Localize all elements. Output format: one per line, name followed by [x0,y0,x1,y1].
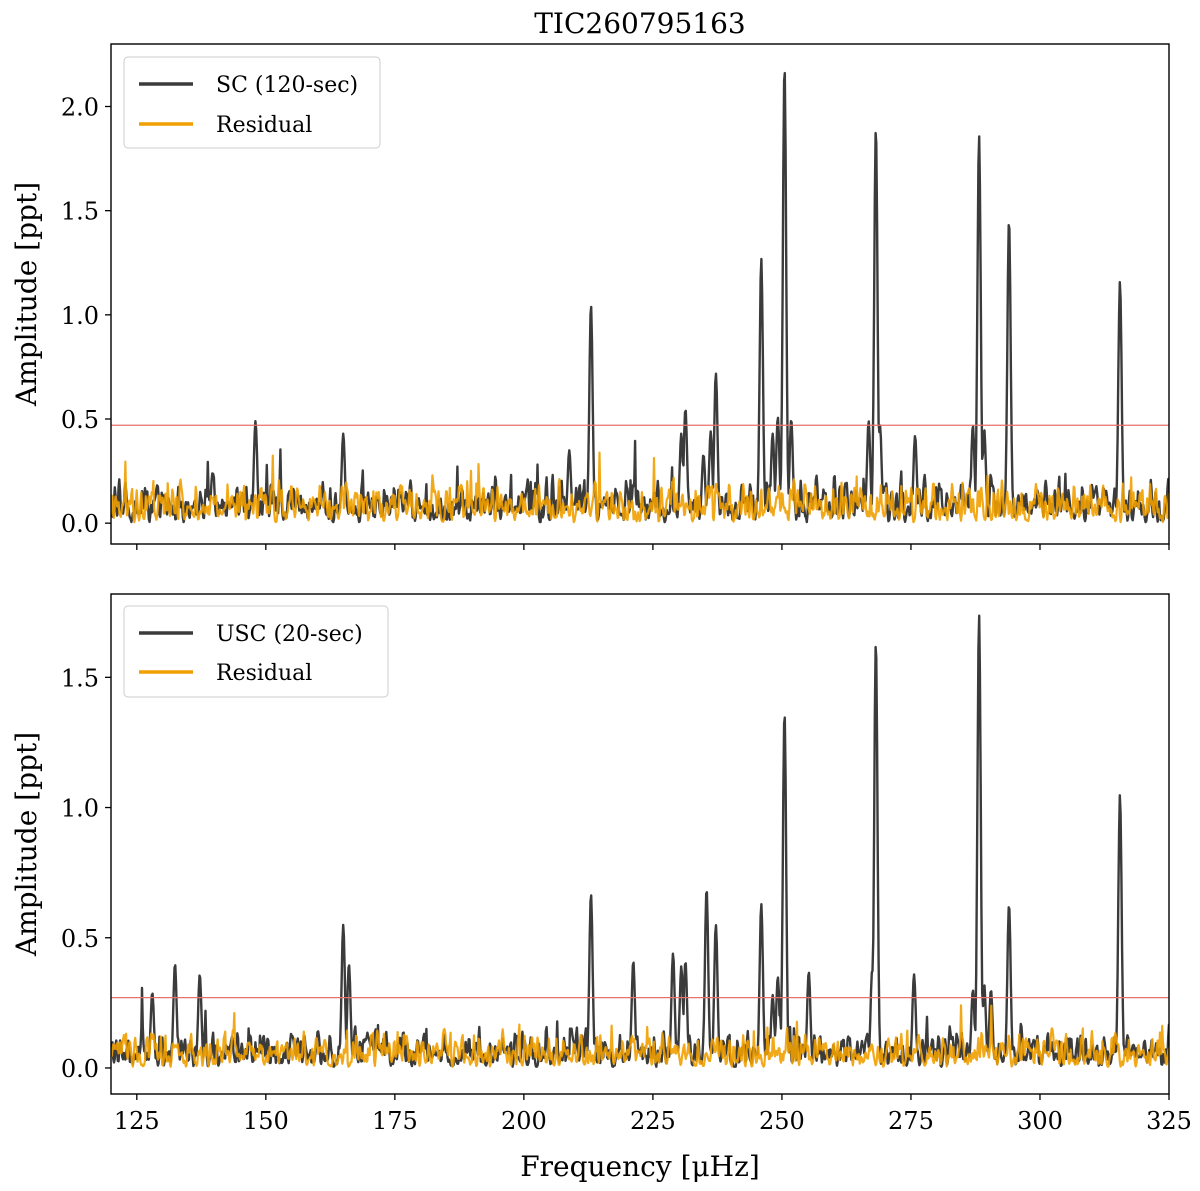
ylabel-sc: Amplitude [ppt] [10,182,43,407]
axes-frame-sc [110,43,1170,545]
ytick-label-sc-1.5: 1.5 [61,198,99,226]
ytick-label-usc-0: 0.0 [61,1055,99,1083]
xtick-label-usc-275: 275 [888,1107,934,1135]
series-line-usc-residual [111,1004,1169,1068]
legend-label-usc-residual: Residual [216,661,312,686]
legend-sc: SC (120-sec) Residual [123,56,381,149]
xtick-label-usc-175: 175 [372,1107,418,1135]
xtick-label-usc-325: 325 [1146,1107,1192,1135]
ytick-label-sc-1: 1.0 [61,302,99,330]
ytick-label-usc-0.5: 0.5 [61,925,99,953]
legend-label-sc-residual: Residual [216,113,312,138]
panel-sc: 0.0 0.5 1.0 1.5 2.0 Amplitude [ppt] SC (120-… [10,43,1170,550]
legend-box-usc [123,605,389,698]
ytick-label-sc-0: 0.0 [61,510,99,538]
series-line-sc-residual [111,451,1169,524]
ticks-sc: 0.0 0.5 1.0 1.5 2.0 [61,94,1170,550]
figure-title: TIC260795163 [534,7,746,40]
panel-usc: 125 150 175 200 225 250 275 300 3250.00.51.01.5 … [10,593,1192,1135]
xtick-label-usc-225: 225 [630,1107,676,1135]
legend-label-usc-data: USC (20-sec) [216,622,363,647]
legend-usc: USC (20-sec) Residual [123,605,389,698]
xtick-label-usc-300: 300 [1017,1107,1063,1135]
plot-area-usc [111,614,1169,1068]
ytick-label-usc-1: 1.0 [61,795,99,823]
ytick-label-sc-0.5: 0.5 [61,406,99,434]
xtick-label-usc-250: 250 [759,1107,805,1135]
ticks-usc: 125 150 175 200 225 250 275 300 325 0.0 0.5 1.0 1.5 [61,664,1192,1135]
plot-area-sc [111,71,1169,524]
legend-label-sc-data: SC (120-sec) [216,73,358,98]
ytick-label-usc-1.5: 1.5 [61,664,99,692]
ylabel-usc: Amplitude [ppt] [10,732,43,957]
xtick-label-usc-150: 150 [243,1107,289,1135]
axes-frame-usc [110,593,1170,1095]
xtick-label-usc-200: 200 [501,1107,547,1135]
xlabel: Frequency [μHz] [520,1150,760,1183]
xtick-label-usc-125: 125 [114,1107,160,1135]
ytick-label-sc-2: 2.0 [61,94,99,122]
